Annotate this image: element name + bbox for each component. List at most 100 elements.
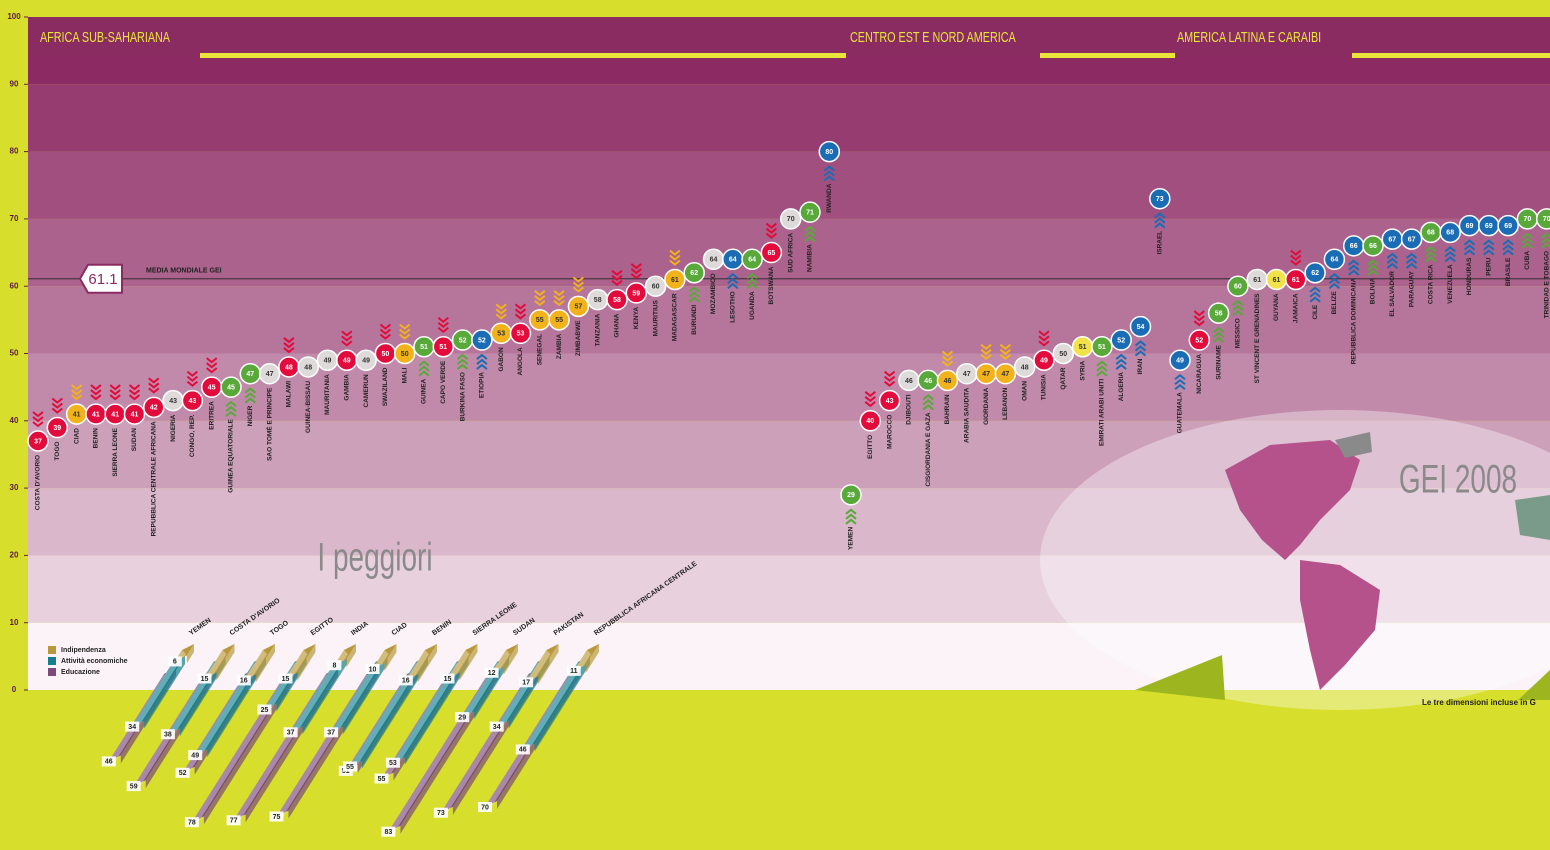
chevron <box>1521 242 1534 249</box>
chevron <box>688 291 700 298</box>
bubble <box>1129 315 1152 338</box>
chevron <box>727 282 739 290</box>
chevron <box>1134 350 1147 357</box>
bubble-value: 51 <box>1098 344 1106 351</box>
bubble-value: 68 <box>1446 230 1454 237</box>
bar-top <box>290 662 339 737</box>
bar <box>331 656 388 737</box>
chevron <box>941 355 954 362</box>
bar-face <box>573 644 599 671</box>
chevron <box>1328 277 1341 285</box>
bubble <box>258 362 281 385</box>
trend-arrow <box>1232 299 1244 316</box>
bar-face <box>372 644 397 669</box>
chevron <box>206 362 218 369</box>
bar-side <box>417 644 437 683</box>
bubble <box>664 268 686 291</box>
region-underline <box>1040 53 1175 58</box>
bar-face <box>290 656 347 733</box>
trend-arrow <box>128 384 141 401</box>
chevron <box>1405 262 1418 269</box>
bar-face <box>334 644 356 666</box>
country-label: NIGER <box>247 405 254 426</box>
chevron <box>283 347 295 354</box>
country-label: MAROCCO <box>886 415 893 449</box>
bubble-value: 40 <box>866 418 874 425</box>
y-tick-label: 30 <box>10 483 19 492</box>
trend-arrow <box>1328 272 1341 290</box>
chevron <box>553 295 565 302</box>
chevron <box>379 333 392 340</box>
chevron <box>611 279 623 286</box>
chevron <box>1348 264 1360 271</box>
country-label: CIAD <box>73 428 80 444</box>
region-label: CENTRO EST E NORD AMERICA <box>850 28 1016 45</box>
bar-value: 75 <box>273 814 281 821</box>
region-label: AFRICA SUB-SAHARIANA <box>40 28 170 45</box>
chevron <box>1444 246 1456 253</box>
trend-arrow <box>941 350 954 367</box>
chevron <box>514 313 527 320</box>
value-box <box>455 712 470 723</box>
bubble-value: 57 <box>575 304 583 311</box>
map-north-america <box>1225 440 1360 560</box>
chevron <box>1193 320 1205 327</box>
bar-side <box>207 656 266 758</box>
bubble <box>1400 228 1423 250</box>
country-label: BRASILE <box>1505 257 1512 286</box>
chevron <box>922 399 934 406</box>
bubble-value: 47 <box>982 371 990 378</box>
bubble-value: 56 <box>1215 310 1223 317</box>
trend-arrow <box>225 400 237 417</box>
chevron <box>669 254 681 261</box>
bar-value: 49 <box>191 752 199 759</box>
bubble <box>432 336 455 358</box>
bubble <box>818 140 841 163</box>
country-label: SUD AFRICA <box>787 233 794 273</box>
trend-arrow <box>1405 252 1418 269</box>
country-label: CAMERUN <box>363 374 370 408</box>
chevron <box>1348 269 1360 276</box>
trend-arrow <box>1174 373 1186 391</box>
triangle <box>1518 670 1550 700</box>
triangle <box>1135 655 1225 700</box>
chevron <box>534 290 546 297</box>
chevron <box>1386 262 1398 269</box>
legend-label: Educazione <box>61 669 100 676</box>
bubble-value: 62 <box>1311 270 1319 277</box>
bar-side <box>216 644 235 681</box>
country-label: GUATEMALA <box>1177 392 1184 433</box>
chevron <box>1463 249 1476 256</box>
bubble-value: 49 <box>343 358 351 365</box>
value-box <box>398 675 413 686</box>
country-label: MALAWI <box>286 381 293 408</box>
trend-arrow <box>437 316 449 334</box>
country-label: MESSICO <box>1235 318 1242 348</box>
chevron <box>495 303 507 310</box>
country-label: ARABIA SAUDITA <box>964 387 971 443</box>
bar-top <box>132 662 177 731</box>
value-box <box>188 750 203 761</box>
bar-value: 15 <box>201 676 209 683</box>
chevron <box>70 384 83 391</box>
bubble <box>1188 329 1211 351</box>
bubble-value: 64 <box>729 257 737 264</box>
chevron <box>90 384 102 391</box>
country-label: QATAR <box>1060 367 1067 389</box>
trend-arrow <box>688 286 700 303</box>
bubble <box>859 410 882 432</box>
chevron <box>941 360 954 367</box>
bubble-value: 52 <box>478 337 486 344</box>
trend-arrow <box>90 384 102 401</box>
bar-value: 73 <box>437 810 445 817</box>
chevron <box>630 263 642 270</box>
country-label: CILE <box>1312 304 1319 319</box>
country-label: LESOTHO <box>730 291 737 322</box>
chevron <box>611 274 623 281</box>
chevron <box>1483 244 1495 251</box>
bubble-value: 50 <box>401 351 409 358</box>
value-box <box>197 673 212 684</box>
bubble <box>297 356 319 378</box>
bubble-value: 47 <box>246 371 254 378</box>
chevron <box>186 380 199 387</box>
